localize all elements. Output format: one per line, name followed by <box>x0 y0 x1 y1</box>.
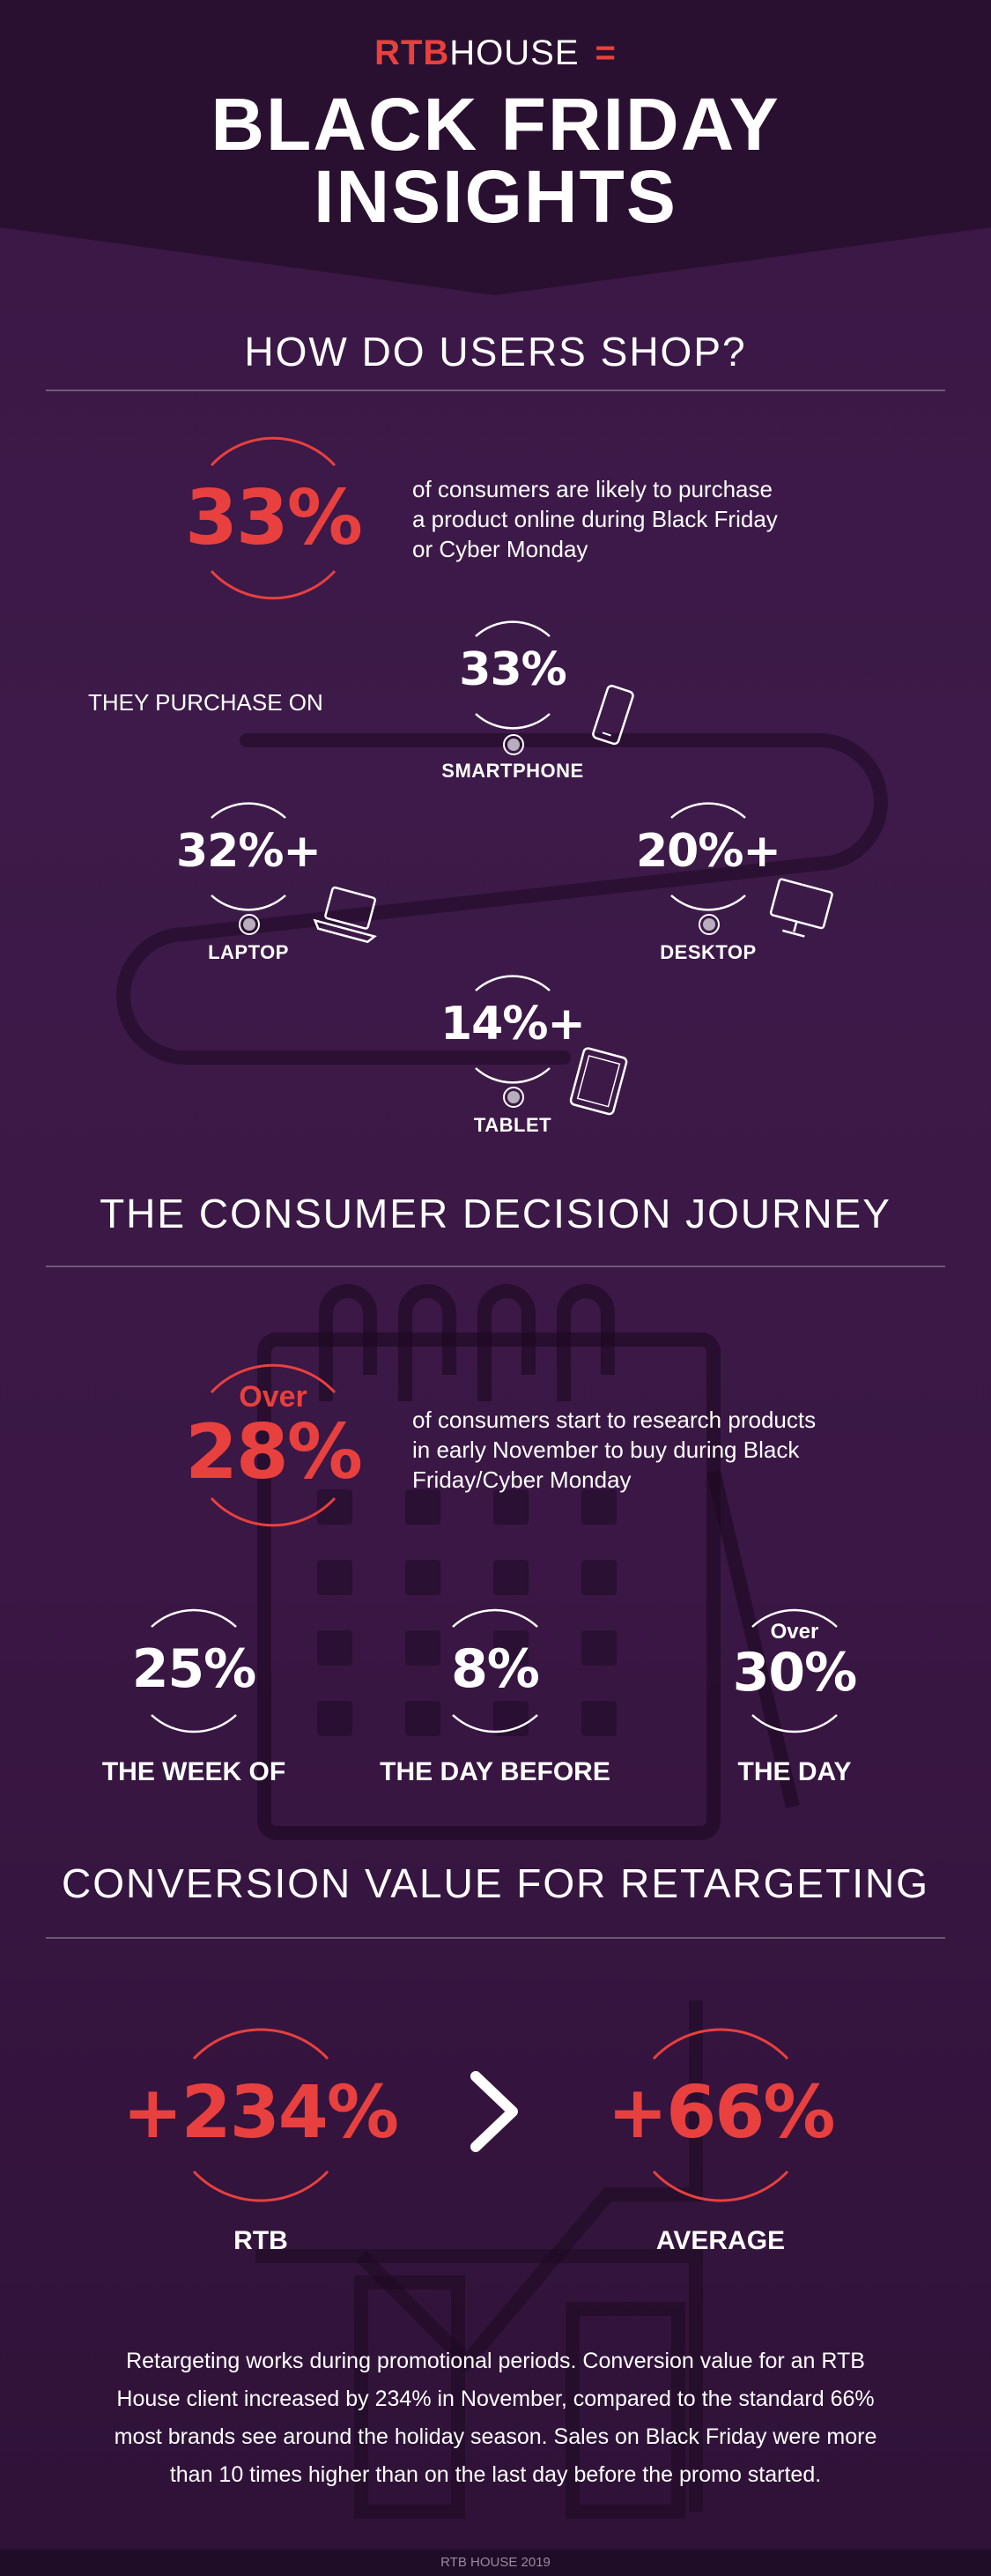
headline-text-line: a product online during Black Friday <box>412 506 778 532</box>
journey-headline-prefix: Over <box>239 1380 307 1414</box>
page-title: BLACK FRIDAY INSIGHTS <box>0 83 991 238</box>
logo-rtb: RTB <box>374 33 450 72</box>
the-day-label: THE DAY <box>737 1757 852 1786</box>
laptop-stat: 32%+ <box>175 825 322 878</box>
shopping-bag-decoration <box>255 2001 703 2519</box>
desktop-icon <box>769 878 833 938</box>
section-title-how-users-shop: HOW DO USERS SHOP? <box>244 329 747 375</box>
week-of-stat: 25% <box>131 1638 257 1700</box>
day-before-stat: 8% <box>451 1638 540 1700</box>
section-divider <box>46 390 945 391</box>
headline-stat-33: 33% <box>185 474 363 562</box>
headline-text-line: of consumers are likely to purchase <box>412 476 773 502</box>
tablet-icon <box>569 1047 628 1116</box>
logo-mark: = <box>595 33 617 72</box>
tablet-ring <box>475 975 551 1084</box>
desktop-stat: 20%+ <box>635 825 781 878</box>
journey-text-line: of consumers start to research products <box>412 1407 817 1433</box>
rtb-stat: +234% <box>122 2071 399 2155</box>
smartphone-label: SMARTPHONE <box>441 760 584 782</box>
journey-headline-ring <box>210 1363 336 1527</box>
section-title-conversion-value: CONVERSION VALUE FOR RETARGETING <box>62 1860 929 1906</box>
paragraph-line: than 10 times higher than on the last da… <box>169 2462 822 2487</box>
laptop-ring <box>211 802 286 911</box>
laptop-dot <box>239 914 260 935</box>
headline-text-line: or Cyber Monday <box>412 536 588 562</box>
average-ring <box>652 2028 789 2202</box>
purchase-on-label: THEY PURCHASE ON <box>88 689 323 716</box>
average-stat: +66% <box>607 2071 836 2155</box>
desktop-ring <box>670 802 746 911</box>
journey-headline-stat: 28% <box>185 1408 363 1496</box>
paragraph-line: Retargeting works during promotional per… <box>126 2349 865 2373</box>
title-line-1: BLACK FRIDAY <box>211 83 780 166</box>
laptop-icon <box>313 886 377 944</box>
average-label: AVERAGE <box>655 2226 786 2255</box>
day-before-ring <box>452 1608 538 1733</box>
tablet-dot <box>503 1087 524 1108</box>
rtb-label: RTB <box>233 2226 288 2255</box>
rtb-house-logo: RTBHOUSE = <box>0 33 991 73</box>
tablet-stat: 14%+ <box>440 998 586 1050</box>
headline-description: of consumers are likely to purchase a pr… <box>412 474 906 564</box>
title-line-2: INSIGHTS <box>314 155 677 238</box>
paragraph-line: House client increased by 234% in Novemb… <box>116 2387 875 2411</box>
smartphone-icon <box>592 685 634 746</box>
section-divider <box>46 1266 945 1267</box>
logo-house: HOUSE <box>449 33 580 72</box>
laptop-label: LAPTOP <box>208 941 289 963</box>
journey-text-line: Friday/Cyber Monday <box>412 1466 632 1493</box>
smartphone-ring <box>475 620 551 730</box>
device-track-decoration <box>116 733 888 1065</box>
footer-credit: RTB HOUSE 2019 <box>0 2550 991 2576</box>
retargeting-paragraph: Retargeting works during promotional per… <box>35 2342 956 2494</box>
calendar-decoration <box>257 1284 800 1840</box>
the-day-stat: 30% <box>732 1642 858 1704</box>
week-of-ring <box>151 1608 237 1733</box>
the-day-prefix: Over <box>770 1620 819 1644</box>
smartphone-stat: 33% <box>459 643 566 696</box>
day-before-label: THE DAY BEFORE <box>380 1757 610 1786</box>
chevron-right-icon <box>470 2071 518 2152</box>
headline-ring <box>210 436 336 600</box>
desktop-label: DESKTOP <box>660 941 757 963</box>
journey-headline-description: of consumers start to research products … <box>412 1405 906 1495</box>
journey-text-line: in early November to buy during Black <box>412 1436 800 1463</box>
tablet-label: TABLET <box>473 1114 552 1136</box>
rtb-ring <box>192 2028 329 2202</box>
week-of-label: THE WEEK OF <box>101 1757 286 1786</box>
the-day-ring <box>751 1608 838 1733</box>
section-divider <box>46 1937 945 1939</box>
paragraph-line: most brands see around the holiday seaso… <box>114 2424 877 2449</box>
section-title-decision-journey: THE CONSUMER DECISION JOURNEY <box>100 1191 891 1236</box>
header: RTBHOUSE = BLACK FRIDAY INSIGHTS <box>0 0 991 300</box>
header-background <box>0 0 991 295</box>
desktop-dot <box>699 914 720 935</box>
smartphone-dot <box>503 734 524 755</box>
